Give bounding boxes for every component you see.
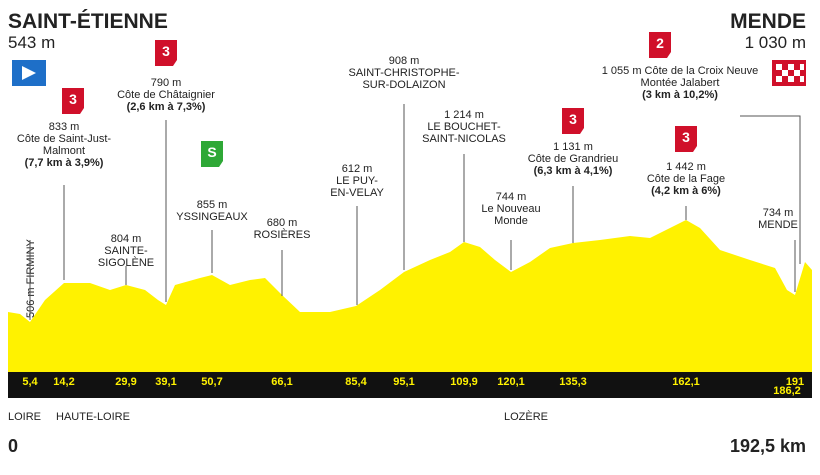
point-label: 734 m [763, 207, 794, 219]
point-label: (7,7 km à 3,9%) [25, 157, 104, 169]
km-marker: 191 [786, 376, 804, 388]
point-label: YSSINGEAUX [176, 211, 248, 223]
finish-flag [772, 60, 806, 86]
km-marker: 162,1 [672, 376, 700, 388]
km-marker: 5,4 [22, 376, 38, 388]
badge [155, 40, 177, 66]
point-label: Montée Jalabert [641, 77, 720, 89]
point-label: LE PUY- [336, 175, 378, 187]
start-flag-icon [22, 66, 36, 80]
point-label: Malmont [43, 145, 85, 157]
km-band [8, 372, 812, 398]
point-label: ROSIÈRES [254, 228, 311, 241]
km-marker: 66,1 [271, 376, 292, 388]
point-label: 506 m FIRMINY [25, 238, 37, 318]
footer-start: 0 [8, 436, 18, 456]
point-label: SAINTE- [104, 245, 148, 257]
km-marker: 135,3 [559, 376, 587, 388]
point-label: Monde [494, 215, 528, 227]
point-label: 908 m [389, 55, 420, 67]
finish-name: MENDE [730, 10, 806, 33]
point-label: (3 km à 10,2%) [642, 89, 718, 101]
km-marker: 29,9 [115, 376, 136, 388]
km-marker: 120,1 [497, 376, 525, 388]
footer-end: 192,5 km [730, 436, 806, 456]
km-marker: 85,4 [345, 376, 367, 388]
point-label: 804 m [111, 233, 142, 245]
km-marker: 39,1 [155, 376, 176, 388]
km-marker: 186,2 [773, 385, 801, 397]
badge-label: S [207, 144, 216, 160]
point-label: 855 m [197, 199, 228, 211]
start-name: SAINT-ÉTIENNE [8, 10, 168, 33]
point-label: Côte de Grandrieu [528, 153, 619, 165]
km-marker: 50,7 [201, 376, 222, 388]
badge [675, 126, 697, 152]
badge-label: 3 [569, 111, 577, 127]
point-label: SAINT-CHRISTOPHE- [348, 67, 459, 79]
start-altitude: 543 m [8, 33, 55, 52]
point-label: 612 m [342, 163, 373, 175]
km-marker: 95,1 [393, 376, 414, 388]
km-marker: 109,9 [450, 376, 478, 388]
point-label: Côte de Saint-Just- [17, 133, 111, 145]
badge [62, 88, 84, 114]
point-label: 1 131 m [553, 141, 593, 153]
point-label: Côte de Châtaignier [117, 89, 215, 101]
point-label: SAINT-NICOLAS [422, 133, 506, 145]
badge-label: 3 [682, 129, 690, 145]
point-label: 680 m [267, 217, 298, 229]
badge-label: 3 [162, 43, 170, 59]
km-marker: 14,2 [53, 376, 74, 388]
point-label: (6,3 km à 4,1%) [534, 165, 613, 177]
region: LOIRE [8, 411, 41, 423]
badge [562, 108, 584, 134]
badge-label: 2 [656, 35, 664, 51]
point-label: (2,6 km à 7,3%) [127, 101, 206, 113]
badge-label: 3 [69, 91, 77, 107]
badge [201, 141, 223, 167]
point-label: 1 214 m [444, 109, 484, 121]
region: LOZÈRE [504, 410, 548, 423]
point-label: EN-VELAY [330, 187, 384, 199]
finish-altitude: 1 030 m [745, 33, 806, 52]
badge [649, 32, 671, 58]
point-label: MENDE [758, 219, 798, 231]
point-label: (4,2 km à 6%) [651, 185, 721, 197]
leader-line [740, 115, 801, 264]
point-label: SUR-DOLAIZON [362, 79, 445, 91]
point-label: 1 442 m [666, 161, 706, 173]
point-label: 1 055 m Côte de la Croix Neuve [602, 65, 759, 77]
point-label: 744 m [496, 191, 527, 203]
point-label: SIGOLÈNE [98, 256, 154, 269]
point-label: Le Nouveau [481, 203, 540, 215]
point-label: 790 m [151, 77, 182, 89]
point-label: LE BOUCHET- [427, 121, 501, 133]
point-label: 833 m [49, 121, 80, 133]
point-label: Côte de la Fage [647, 173, 725, 185]
profile [8, 220, 812, 372]
region: HAUTE-LOIRE [56, 411, 130, 423]
